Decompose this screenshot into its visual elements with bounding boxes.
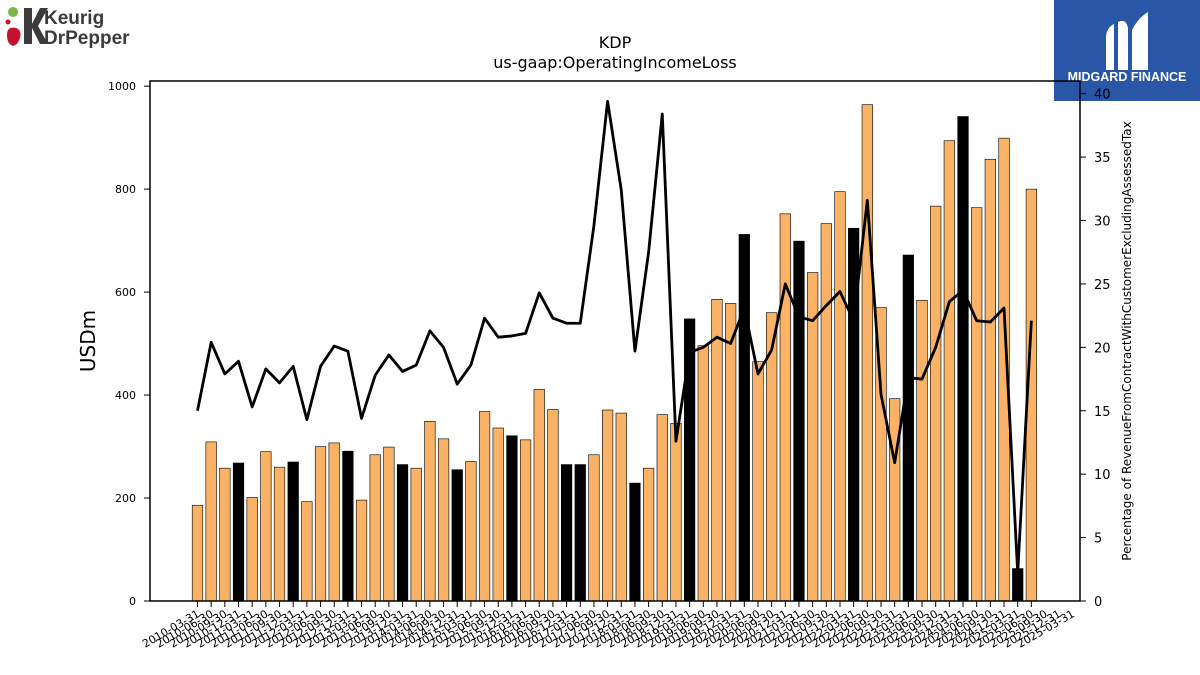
right-axis: 0 5 10 15 20 25 30 35 40 <box>1080 88 1111 610</box>
logo-text-keurig: Keurig <box>44 8 104 29</box>
bar-26 <box>547 409 559 602</box>
y2-tick-label: 0 <box>1094 595 1102 610</box>
bar-19 <box>451 469 463 602</box>
bar-14 <box>383 446 395 602</box>
chart-title: KDP <box>599 33 632 52</box>
bar-4 <box>246 497 258 602</box>
bar-38 <box>711 298 723 602</box>
bar-8 <box>301 501 313 602</box>
bar-series <box>191 104 1037 602</box>
bar-46 <box>820 223 832 602</box>
y2-tick-label: 20 <box>1094 341 1111 356</box>
logo-heart-shape <box>7 27 21 46</box>
bar-39 <box>725 303 737 602</box>
bar-28 <box>574 464 586 602</box>
bar-21 <box>478 411 491 602</box>
logo-leaf-green <box>8 7 18 17</box>
bar-16 <box>410 467 422 602</box>
bar-22 <box>492 427 504 602</box>
bar-18 <box>437 438 450 602</box>
bar-24 <box>519 439 532 602</box>
keurig-dr-pepper-logo: Keurig DrPepper <box>4 4 164 50</box>
bar-53 <box>916 300 928 602</box>
chart-subtitle: us-gaap:OperatingIncomeLoss <box>493 53 737 72</box>
left-axis: 0 200 400 600 800 1000 <box>108 80 150 608</box>
bar-33 <box>643 467 655 602</box>
y-tick-label: 0 <box>129 595 136 608</box>
bar-49 <box>861 104 873 602</box>
bar-52 <box>902 254 914 602</box>
bar-3 <box>232 462 245 602</box>
bar-7 <box>287 461 299 602</box>
bar-51 <box>889 398 901 602</box>
y-tick-label: 200 <box>115 492 136 505</box>
bar-41 <box>752 361 764 602</box>
bar-31 <box>615 412 627 602</box>
bar-6 <box>273 466 286 602</box>
y2-axis-label: Percentage of RevenueFromContractWithCus… <box>1120 121 1134 560</box>
y-tick-label: 800 <box>115 183 136 196</box>
y2-tick-label: 40 <box>1094 88 1111 103</box>
plot-frame <box>149 80 1081 602</box>
bar-54 <box>930 205 942 602</box>
bar-25 <box>533 389 545 602</box>
line-series <box>196 99 1033 575</box>
bar-47 <box>834 191 846 602</box>
y2-tick-label: 15 <box>1094 405 1111 420</box>
bar-10 <box>328 442 340 602</box>
bar-27 <box>560 464 573 602</box>
logo-text-midgard: MIDGARD FINANCE <box>1068 70 1187 84</box>
bar-55 <box>943 140 955 602</box>
bar-29 <box>588 454 600 602</box>
pct-line <box>196 99 1033 575</box>
bar-15 <box>396 464 409 602</box>
logo-m-mark <box>1106 12 1148 70</box>
bar-2 <box>219 467 231 602</box>
bar-40 <box>738 234 750 602</box>
bar-9 <box>314 446 327 602</box>
logo-dot-red <box>5 19 11 25</box>
bar-1 <box>205 441 217 602</box>
bar-0 <box>191 504 204 602</box>
y2-tick-label: 30 <box>1094 215 1111 230</box>
bar-30 <box>601 409 614 602</box>
y-axis-label: USDm <box>76 310 100 372</box>
bar-12 <box>355 499 368 602</box>
logo-text-drpepper: DrPepper <box>44 28 130 49</box>
bar-37 <box>697 345 709 602</box>
y2-tick-label: 25 <box>1094 278 1111 293</box>
y2-tick-label: 35 <box>1094 151 1111 166</box>
bar-56 <box>957 116 969 602</box>
y2-tick-label: 10 <box>1094 468 1111 483</box>
logo-k-mark <box>24 8 48 44</box>
bar-34 <box>656 414 668 602</box>
x-axis: 2010-03-312010-06-302010-09-302010-12-31… <box>140 601 1077 651</box>
bar-11 <box>342 450 354 602</box>
midgard-finance-logo: MIDGARD FINANCE <box>1054 0 1200 101</box>
bar-58 <box>984 158 996 602</box>
bar-32 <box>629 482 641 602</box>
bar-23 <box>506 435 518 602</box>
bar-43 <box>779 213 791 602</box>
bar-13 <box>369 454 381 602</box>
bar-5 <box>260 451 272 602</box>
y2-tick-label: 5 <box>1094 532 1102 547</box>
bar-57 <box>971 207 983 602</box>
y-tick-label: 400 <box>115 389 136 402</box>
bar-20 <box>465 461 477 602</box>
y-tick-label: 600 <box>115 286 136 299</box>
bar-17 <box>424 421 436 602</box>
y-tick-label: 1000 <box>108 80 136 93</box>
bar-44 <box>793 240 805 602</box>
bar-35 <box>670 423 682 602</box>
